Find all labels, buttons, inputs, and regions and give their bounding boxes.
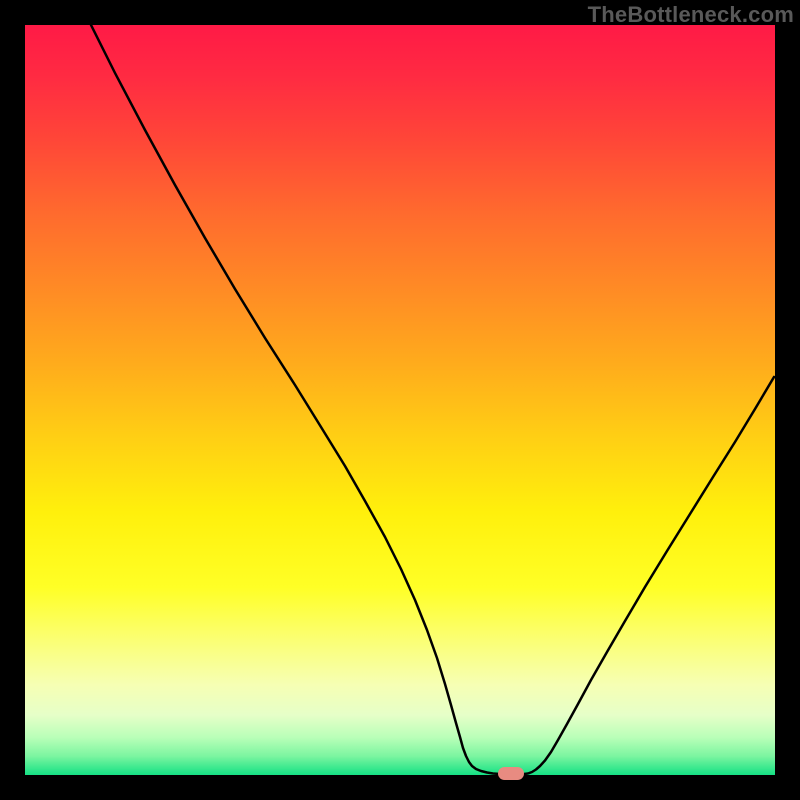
chart-root: TheBottleneck.com <box>0 0 800 800</box>
optimal-marker <box>498 767 524 780</box>
bottleneck-curve <box>25 25 775 775</box>
plot-area <box>25 25 775 775</box>
watermark-text: TheBottleneck.com <box>588 2 794 28</box>
